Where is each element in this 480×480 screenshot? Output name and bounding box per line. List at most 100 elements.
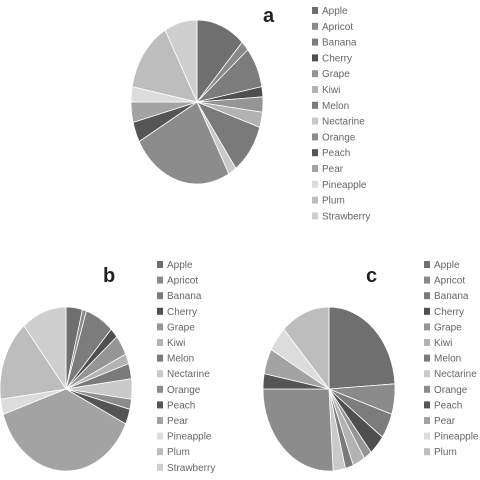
- legend-label-strawberry: Strawberry: [322, 211, 370, 222]
- legend-label-nectarine: Nectarine: [322, 117, 365, 128]
- legend-label-kiwi: Kiwi: [167, 338, 185, 349]
- legend-swatch-strawberry: [312, 212, 318, 220]
- legend-swatch-pineapple: [157, 432, 163, 440]
- chart-panel-b: b Apple Apricot Banana Cherry Grape Kiwi Melon…: [0, 260, 215, 474]
- legend-label-melon: Melon: [167, 354, 194, 365]
- legend-swatch-apple: [157, 261, 163, 268]
- legend-swatch-apricot: [157, 276, 163, 284]
- pie-slice-apple: [328, 306, 396, 390]
- pie-slice-plum: [131, 29, 198, 103]
- legend-swatch-orange: [157, 385, 163, 393]
- legend-label-strawberry: Strawberry: [167, 463, 215, 474]
- panel-label-a: a: [263, 5, 275, 27]
- legend-label-banana: Banana: [434, 291, 469, 302]
- legend-swatch-pineapple: [424, 432, 430, 440]
- legend-swatch-kiwi: [157, 339, 163, 346]
- legend-label-cherry: Cherry: [322, 53, 352, 64]
- legend-swatch-cherry: [424, 307, 430, 315]
- legend-c: Apple Apricot Banana Cherry Grape Kiwi Melon Ne…: [424, 260, 479, 458]
- pie-slice-apple: [196, 19, 243, 104]
- legend-label-nectarine: Nectarine: [167, 369, 210, 380]
- legend-label-melon: Melon: [322, 101, 349, 112]
- legend-label-peach: Peach: [322, 148, 350, 159]
- legend-label-grape: Grape: [322, 69, 350, 80]
- panel-label-c: c: [366, 265, 377, 287]
- legend-swatch-pear: [424, 417, 430, 424]
- legend-label-grape: Grape: [434, 322, 462, 333]
- legend-label-orange: Orange: [167, 385, 201, 396]
- legend-label-melon: Melon: [434, 354, 461, 365]
- pie-c: [262, 306, 396, 472]
- legend-b: Apple Apricot Banana Cherry Grape Kiwi Melon Ne…: [157, 260, 215, 474]
- pie-slice-pear: [2, 388, 127, 472]
- legend-label-apricot: Apricot: [167, 276, 198, 287]
- legend-swatch-nectarine: [312, 117, 318, 125]
- legend-swatch-orange: [424, 385, 430, 393]
- legend-swatch-orange: [312, 133, 318, 141]
- legend-label-nectarine: Nectarine: [434, 369, 477, 380]
- legend-swatch-plum: [312, 196, 318, 204]
- legend-label-peach: Peach: [167, 400, 195, 411]
- legend-swatch-strawberry: [157, 463, 163, 471]
- pie-slice-orange: [262, 388, 334, 472]
- legend-swatch-plum: [424, 448, 430, 456]
- legend-label-peach: Peach: [434, 400, 462, 411]
- legend-swatch-grape: [312, 70, 318, 78]
- legend-label-pineapple: Pineapple: [167, 432, 212, 443]
- legend-swatch-apple: [424, 261, 430, 268]
- pie-slice-plum: [0, 325, 67, 400]
- chart-panel-c: c Apple Apricot Banana Cherry Grape Kiwi Melon…: [262, 260, 479, 472]
- legend-swatch-nectarine: [424, 370, 430, 378]
- legend-label-cherry: Cherry: [434, 307, 464, 318]
- pie-b: [0, 306, 133, 472]
- legend-swatch-apricot: [424, 276, 430, 284]
- pie-a: [130, 19, 264, 185]
- panel-label-b: b: [103, 265, 115, 287]
- chart-panel-a: a Apple Apricot Banana Cherry Grape Kiwi Melon…: [130, 5, 370, 222]
- legend-label-pear: Pear: [434, 416, 456, 427]
- legend-swatch-grape: [424, 323, 430, 331]
- legend-label-pear: Pear: [322, 164, 344, 175]
- legend-swatch-cherry: [312, 54, 318, 62]
- legend-swatch-nectarine: [157, 370, 163, 378]
- legend-label-plum: Plum: [167, 447, 190, 458]
- legend-label-banana: Banana: [167, 291, 202, 302]
- legend-label-cherry: Cherry: [167, 307, 197, 318]
- legend-swatch-apricot: [312, 22, 318, 30]
- legend-swatch-kiwi: [312, 86, 318, 93]
- legend-swatch-plum: [157, 448, 163, 456]
- legend-swatch-grape: [157, 323, 163, 331]
- legend-swatch-melon: [312, 101, 318, 109]
- legend-label-kiwi: Kiwi: [434, 338, 452, 349]
- legend-swatch-pear: [157, 417, 163, 424]
- pie-slice-strawberry: [164, 19, 198, 103]
- legend-label-orange: Orange: [322, 132, 356, 143]
- legend-label-kiwi: Kiwi: [322, 85, 340, 96]
- legend-label-pear: Pear: [167, 416, 189, 427]
- legend-swatch-peach: [157, 401, 163, 409]
- legend-swatch-apple: [312, 7, 318, 14]
- legend-label-banana: Banana: [322, 38, 357, 49]
- legend-label-apricot: Apricot: [322, 22, 353, 33]
- legend-swatch-banana: [157, 292, 163, 300]
- legend-label-apple: Apple: [434, 260, 460, 271]
- legend-swatch-peach: [312, 149, 318, 157]
- legend-label-pineapple: Pineapple: [322, 180, 367, 191]
- legend-swatch-banana: [312, 38, 318, 46]
- legend-label-plum: Plum: [434, 447, 457, 458]
- legend-label-grape: Grape: [167, 322, 195, 333]
- legend-swatch-banana: [424, 292, 430, 300]
- legend-label-pineapple: Pineapple: [434, 432, 479, 443]
- legend-a: Apple Apricot Banana Cherry Grape Kiwi Melon Ne…: [312, 6, 370, 222]
- legend-swatch-cherry: [157, 307, 163, 315]
- legend-swatch-kiwi: [424, 339, 430, 346]
- legend-swatch-melon: [424, 354, 430, 362]
- pie-slice-plum: [283, 306, 330, 391]
- legend-label-apple: Apple: [322, 6, 348, 17]
- legend-swatch-melon: [157, 354, 163, 362]
- legend-swatch-peach: [424, 401, 430, 409]
- pie-slice-orange: [138, 101, 230, 185]
- legend-label-apple: Apple: [167, 260, 193, 271]
